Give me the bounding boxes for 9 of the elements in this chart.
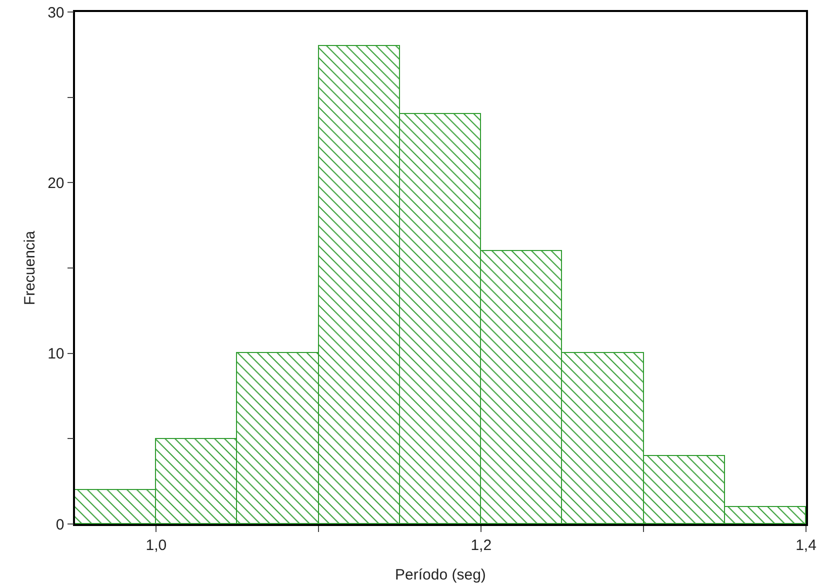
- y-axis-title: Frecuencia: [22, 230, 38, 306]
- y-tick-label: 10: [48, 346, 64, 363]
- x-tick-label: 1,0: [146, 536, 167, 554]
- x-axis-title: Período (seg): [395, 566, 486, 584]
- y-tick-label: 20: [48, 174, 64, 192]
- x-tick-label: 1,4: [796, 536, 816, 554]
- y-tick-label: 30: [48, 4, 64, 22]
- y-tick-label: 0: [56, 516, 64, 534]
- x-tick-label: 1,2: [470, 536, 492, 554]
